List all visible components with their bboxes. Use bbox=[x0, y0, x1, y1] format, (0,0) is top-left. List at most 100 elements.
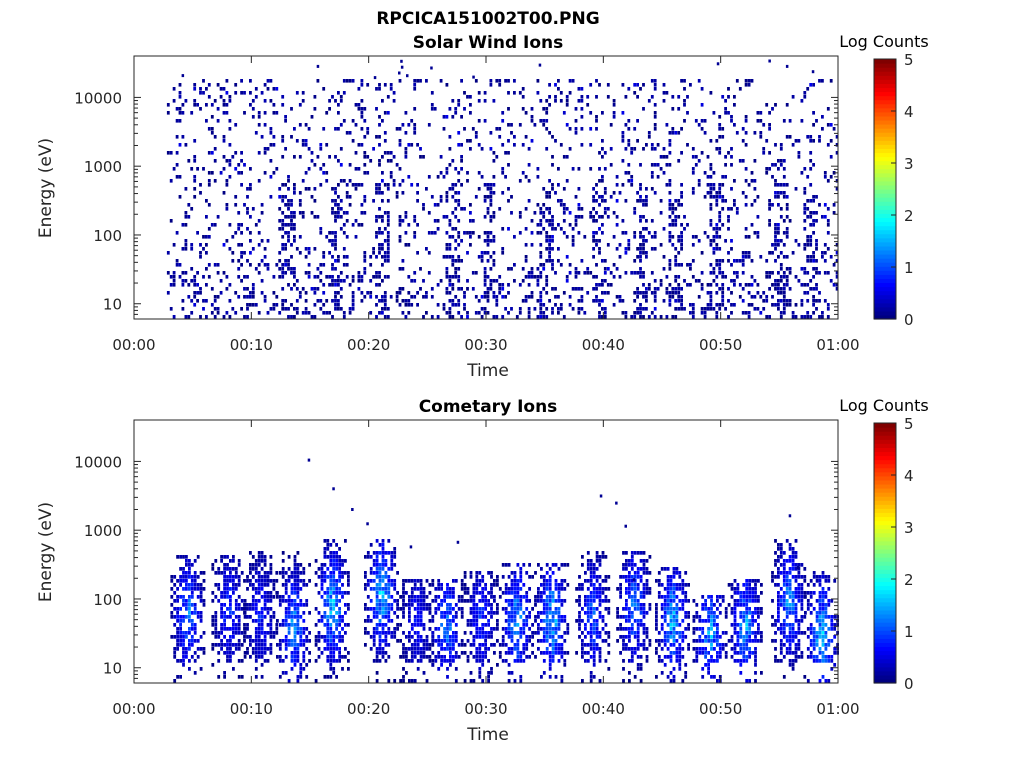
spectrogram-cell bbox=[700, 307, 704, 311]
spectrogram-cell bbox=[571, 287, 575, 291]
spectrogram-cell bbox=[653, 291, 657, 295]
spectrogram-cell bbox=[545, 195, 549, 199]
spectrogram-cell bbox=[251, 587, 255, 591]
spectrogram-cell bbox=[446, 667, 449, 671]
spectrogram-cell bbox=[434, 607, 438, 611]
spectrogram-cell bbox=[196, 655, 200, 659]
spectrogram-cell bbox=[188, 627, 191, 631]
spectrogram-cell bbox=[539, 207, 543, 211]
spectrogram-cell bbox=[298, 211, 302, 215]
spectrogram-cell bbox=[768, 207, 771, 211]
spectrogram-cell bbox=[290, 135, 293, 139]
spectrogram-cell bbox=[332, 571, 336, 575]
spectrogram-cell bbox=[542, 607, 546, 611]
spectrogram-cell bbox=[375, 191, 378, 195]
spectrogram-cell bbox=[540, 583, 543, 587]
spectrogram-cell bbox=[633, 235, 637, 239]
spectrogram-cell bbox=[190, 279, 194, 283]
spectrogram-cell bbox=[730, 147, 733, 151]
spectrogram-cell bbox=[402, 611, 405, 615]
spectrogram-cell bbox=[416, 635, 420, 639]
spectrogram-cell bbox=[595, 587, 599, 591]
spectrogram-cell bbox=[375, 591, 379, 595]
spectrogram-cell bbox=[779, 163, 783, 167]
spectrogram-cell bbox=[281, 263, 285, 267]
spectrogram-cell bbox=[653, 115, 657, 119]
spectrogram-cell bbox=[782, 195, 786, 199]
spectrogram-cell bbox=[659, 211, 663, 215]
spectrogram-cell bbox=[240, 599, 244, 603]
spectrogram-cell bbox=[744, 203, 748, 207]
spectrogram-cell bbox=[360, 203, 364, 207]
spectrogram-cell bbox=[595, 231, 598, 235]
spectrogram-cell bbox=[528, 599, 531, 603]
spectrogram-cell bbox=[563, 663, 567, 667]
spectrogram-cell bbox=[287, 263, 290, 267]
spectrogram-cell bbox=[229, 567, 232, 571]
spectrogram-cell bbox=[472, 603, 476, 607]
spectrogram-cell bbox=[182, 599, 185, 603]
spectrogram-cell bbox=[560, 563, 564, 567]
spectrogram-cell bbox=[428, 643, 432, 647]
spectrogram-cell bbox=[700, 127, 704, 131]
spectrogram-cell bbox=[619, 595, 622, 599]
spectrogram-cell bbox=[332, 599, 336, 603]
spectrogram-cell bbox=[454, 623, 458, 627]
spectrogram-cell bbox=[785, 103, 789, 107]
spectrogram-cell bbox=[521, 267, 525, 271]
spectrogram-cell bbox=[229, 571, 232, 575]
spectrogram-cell bbox=[249, 551, 252, 555]
spectrogram-cell bbox=[489, 203, 493, 207]
spectrogram-cell bbox=[310, 159, 314, 163]
spectrogram-cell bbox=[431, 659, 435, 663]
spectrogram-cell bbox=[513, 611, 517, 615]
spectrogram-cell bbox=[413, 583, 417, 587]
spectrogram-cell bbox=[281, 659, 285, 663]
spectrogram-cell bbox=[281, 595, 285, 599]
spectrogram-cell bbox=[621, 135, 625, 139]
spectrogram-cell bbox=[410, 679, 414, 683]
spectrogram-cell bbox=[339, 271, 343, 275]
spectrogram-cell bbox=[425, 291, 428, 295]
spectrogram-cell bbox=[254, 603, 258, 607]
spectrogram-cell bbox=[390, 631, 394, 635]
spectrogram-cell bbox=[560, 635, 564, 639]
spectrogram-cell bbox=[335, 591, 338, 595]
spectrogram-cell bbox=[304, 299, 308, 303]
spectrogram-cell bbox=[639, 267, 642, 271]
spectrogram-cell bbox=[785, 227, 789, 231]
spectrogram-cell bbox=[680, 299, 683, 303]
spectrogram-cell bbox=[314, 559, 318, 563]
spectrogram-cell bbox=[257, 231, 261, 235]
spectrogram-cell bbox=[416, 79, 419, 83]
spectrogram-cell bbox=[375, 595, 379, 599]
spectrogram-cell bbox=[727, 95, 730, 99]
spectrogram-cell bbox=[257, 559, 261, 563]
spectrogram-cell bbox=[603, 259, 607, 263]
spectrogram-cell bbox=[331, 207, 334, 211]
spectrogram-cell bbox=[190, 207, 194, 211]
spectrogram-cell bbox=[326, 675, 330, 679]
spectrogram-cell bbox=[284, 615, 288, 619]
spectrogram-cell bbox=[199, 571, 203, 575]
spectrogram-cell bbox=[260, 675, 264, 679]
spectrogram-cell bbox=[323, 635, 327, 639]
spectrogram-cell bbox=[205, 315, 208, 319]
spectrogram-cell bbox=[446, 643, 449, 647]
spectrogram-cell bbox=[674, 247, 678, 251]
spectrogram-cell bbox=[709, 243, 713, 247]
spectrogram-cell bbox=[364, 631, 367, 635]
spectrogram-cell bbox=[779, 147, 783, 151]
spectrogram-cell bbox=[425, 311, 428, 315]
spectrogram-cell bbox=[257, 611, 261, 615]
spectrogram-cell bbox=[266, 267, 270, 271]
spectrogram-cell bbox=[278, 207, 282, 211]
spectrogram-cell bbox=[507, 679, 511, 683]
spectrogram-cell bbox=[592, 299, 595, 303]
spectrogram-cell bbox=[560, 583, 564, 587]
spectrogram-cell bbox=[598, 315, 601, 319]
spectrogram-cell bbox=[832, 263, 836, 267]
spectrogram-cell bbox=[295, 247, 299, 251]
spectrogram-cell bbox=[243, 287, 246, 291]
spectrogram-cell bbox=[172, 283, 176, 287]
